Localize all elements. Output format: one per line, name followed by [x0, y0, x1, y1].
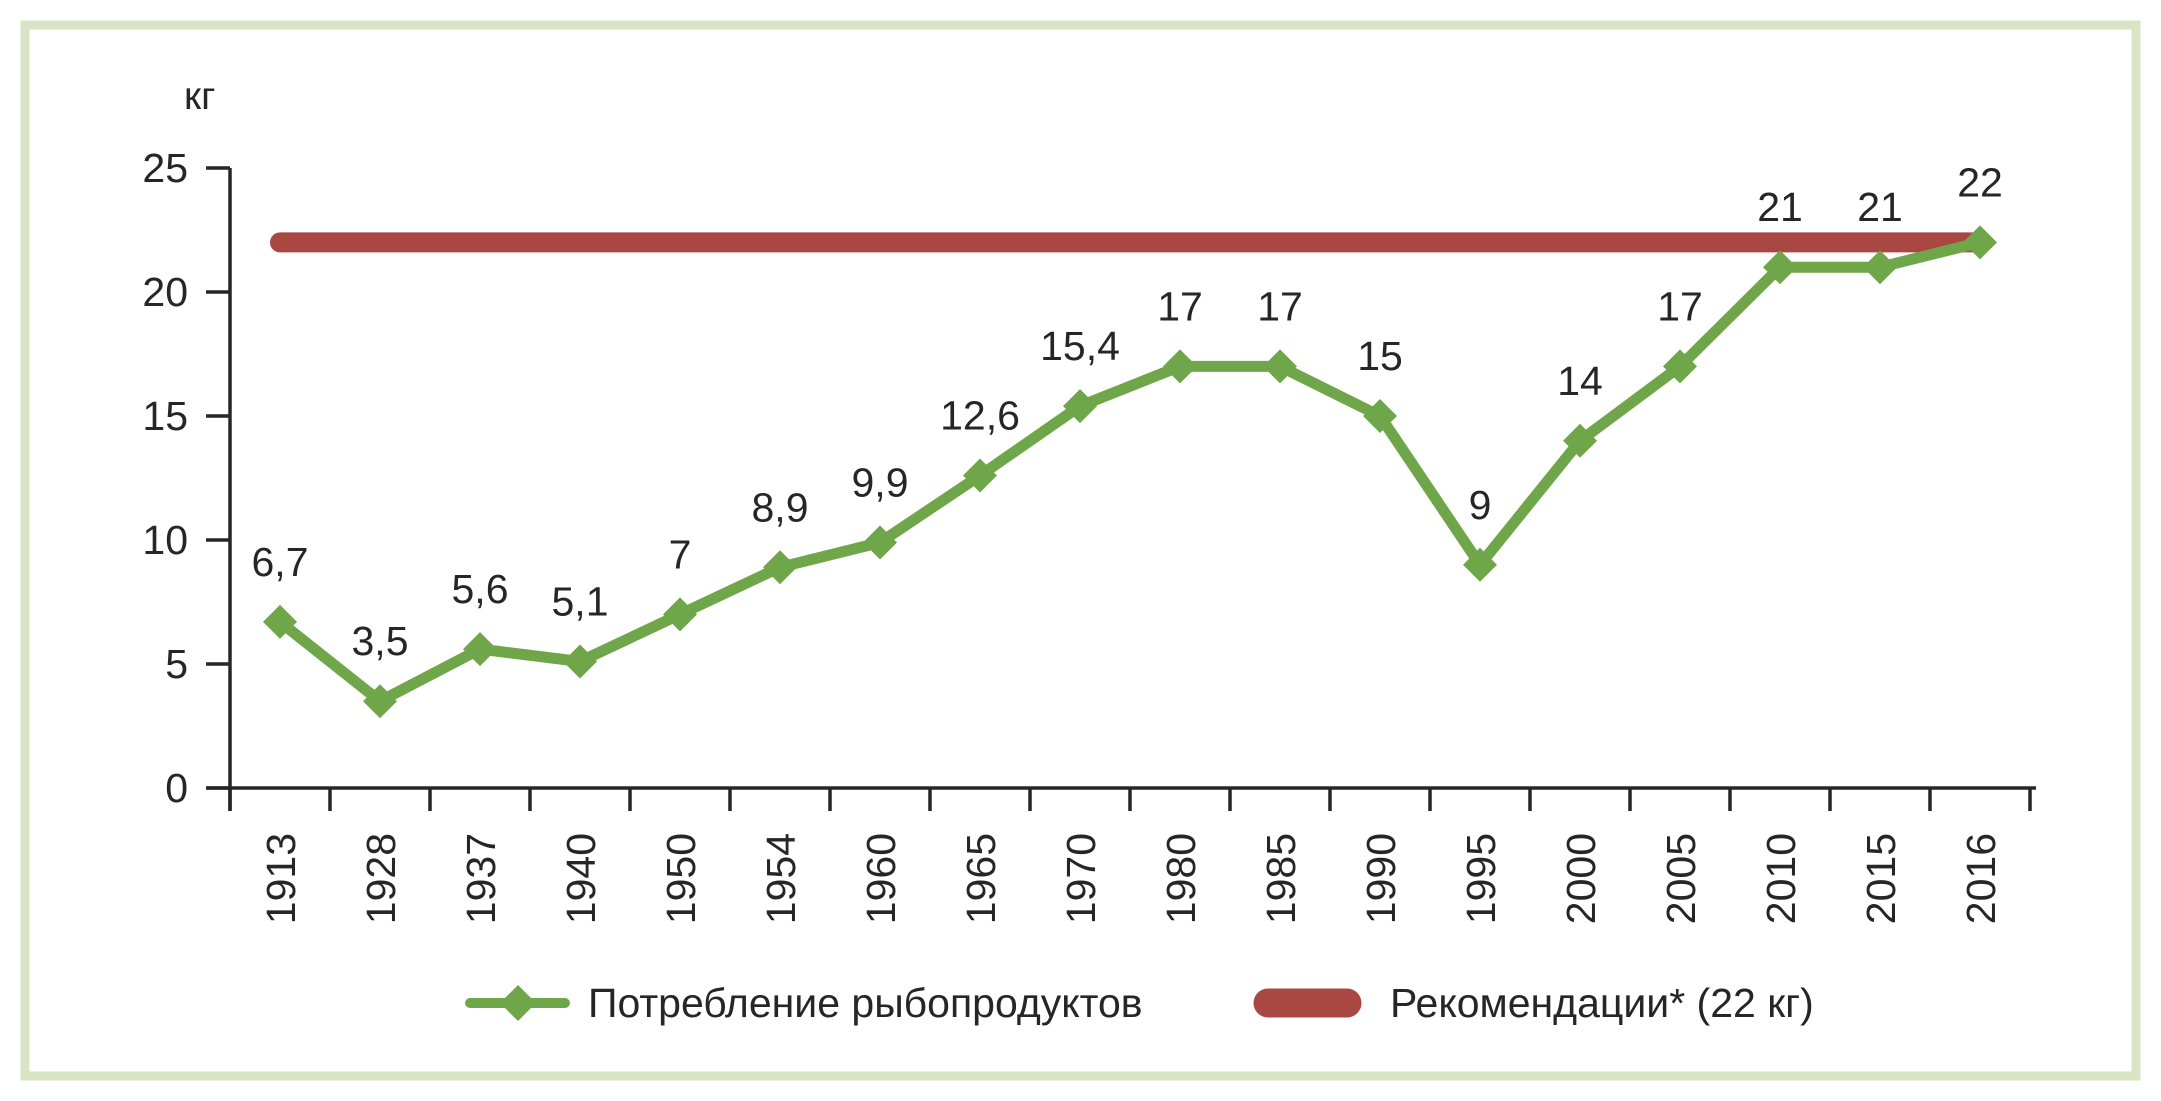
data-label: 9 [1469, 482, 1492, 528]
data-label: 9,9 [852, 459, 909, 505]
series-point-marker [563, 644, 597, 679]
series-point-marker [1863, 250, 1897, 285]
legend-series-label: Потребление рыбопродуктов [588, 980, 1143, 1026]
x-tick-label: 1985 [1258, 833, 1304, 924]
data-label: 17 [1257, 283, 1303, 329]
x-tick-label: 2015 [1858, 833, 1904, 924]
series-point-marker [1963, 225, 1997, 260]
legend-reference-label: Рекомендации* (22 кг) [1390, 980, 1814, 1026]
data-label: 6,7 [252, 539, 309, 585]
x-axis-labels: 1913 1928 1937 1940 1950 1954 1960 1965 1970 1980… [258, 833, 2004, 924]
x-tick-label: 1940 [558, 833, 604, 924]
x-tick-label: 1965 [958, 833, 1004, 924]
x-tick-label: 1960 [858, 833, 904, 924]
series-point-marker [863, 525, 897, 560]
x-tick-label: 1980 [1158, 833, 1204, 924]
series-point-marker [1063, 389, 1097, 424]
x-tick-label: 1990 [1358, 833, 1404, 924]
x-tick-label: 1995 [1458, 833, 1504, 924]
legend-series-diamond-icon [500, 985, 536, 1021]
data-label: 17 [1657, 283, 1703, 329]
series-point-marker [363, 684, 397, 719]
legend: Потребление рыбопродуктов Рекомендации* … [465, 980, 1814, 1026]
data-label: 7 [669, 531, 692, 577]
data-label: 5,1 [552, 579, 609, 625]
data-label: 8,9 [752, 484, 809, 530]
x-tick-label: 1950 [658, 833, 704, 924]
x-tick-label: 2005 [1658, 833, 1704, 924]
y-tick-label: 20 [142, 269, 188, 315]
y-tick-label: 10 [142, 517, 188, 563]
series-point-marker [763, 550, 797, 585]
series-point-marker [1563, 423, 1597, 458]
series-point-marker [1763, 250, 1797, 285]
x-tick-label: 2016 [1958, 833, 2004, 924]
data-label: 15 [1357, 333, 1403, 379]
x-tick-label: 1913 [258, 833, 304, 924]
data-label: 21 [1857, 184, 1903, 230]
x-tick-label: 1928 [358, 833, 404, 924]
series-point-marker [463, 632, 497, 667]
series-layer [263, 225, 1997, 719]
data-label: 3,5 [352, 618, 409, 664]
data-label: 15,4 [1040, 323, 1120, 369]
y-tick-label: 0 [165, 765, 188, 811]
data-label: 14 [1557, 358, 1603, 404]
series-point-marker [1263, 349, 1297, 384]
x-tick-label: 2000 [1558, 833, 1604, 924]
series-point-marker [1163, 349, 1197, 384]
y-axis-unit-label: кг [184, 75, 215, 118]
x-tick-label: 2010 [1758, 833, 1804, 924]
data-label: 12,6 [940, 393, 1020, 439]
y-tick-label: 5 [165, 641, 188, 687]
series-point-marker [263, 604, 297, 639]
series-point-marker [1463, 547, 1497, 582]
data-label-layer: 6,7 3,5 5,6 5,1 7 8,9 9,9 12,6 15,4 17 17 15 9 14 17 21… [252, 159, 2003, 664]
series-point-marker [1363, 399, 1397, 433]
legend-series-marker [465, 985, 570, 1021]
x-tick-label: 1937 [458, 833, 504, 924]
y-tick-label: 25 [142, 145, 188, 191]
data-label: 17 [1157, 283, 1203, 329]
series-point-marker [963, 458, 997, 493]
frame-border [20, 20, 2141, 1081]
series-line [274, 236, 1986, 707]
y-axis-ticks: 0 5 10 15 20 25 [142, 145, 230, 811]
x-tick-label: 1954 [758, 833, 804, 924]
y-tick-label: 15 [142, 393, 188, 439]
data-label: 22 [1957, 159, 2003, 205]
x-axis-ticks [228, 788, 2032, 811]
series-point-marker [1663, 349, 1697, 384]
data-label: 5,6 [452, 566, 509, 612]
series-point-marker [663, 597, 697, 632]
data-label: 21 [1757, 184, 1803, 230]
x-tick-label: 1970 [1058, 833, 1104, 924]
